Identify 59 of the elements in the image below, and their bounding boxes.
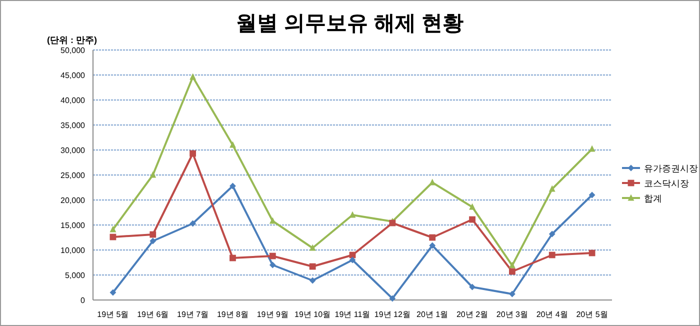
point — [190, 73, 196, 80]
y-tick-label: 50,000 — [60, 46, 86, 55]
point — [190, 150, 196, 157]
chart-title: 월별 의무보유 해제 현황 — [236, 12, 464, 35]
y-tick-label: 45,000 — [60, 71, 86, 80]
point — [309, 277, 316, 284]
x-tick-label: 19년 9월 — [256, 310, 288, 319]
point — [508, 262, 516, 268]
x-tick-label: 20년 2월 — [456, 310, 488, 319]
x-tick-label: 20년 4월 — [536, 310, 568, 319]
y-tick-label: 0 — [80, 296, 86, 305]
point — [469, 216, 476, 223]
x-tick-label: 19년 12월 — [374, 310, 410, 319]
x-tick-label: 19년 7월 — [177, 310, 209, 319]
point — [269, 252, 276, 260]
point — [150, 171, 156, 178]
point — [269, 262, 276, 268]
y-tick-label: 35,000 — [60, 121, 86, 130]
x-tick-label: 19년 11월 — [334, 310, 370, 319]
point — [349, 256, 356, 264]
point — [548, 230, 556, 238]
point — [389, 295, 396, 302]
x-tick-label: 19년 6월 — [137, 310, 169, 319]
point — [150, 231, 156, 238]
x-tick-label: 19년 8월 — [216, 310, 249, 319]
point — [269, 217, 276, 224]
point — [429, 242, 436, 249]
point — [309, 263, 316, 270]
point — [429, 178, 436, 186]
y-tick-label: 10,000 — [60, 246, 86, 255]
y-tick-label: 40,000 — [60, 96, 86, 105]
legend-label: 코스닥시장 — [644, 178, 689, 188]
point — [150, 238, 156, 244]
point — [110, 226, 116, 232]
point — [190, 220, 196, 227]
point — [110, 289, 116, 296]
point — [508, 290, 516, 298]
y-tick-label: 30,000 — [60, 146, 86, 155]
point — [230, 141, 236, 148]
point — [588, 145, 596, 152]
y-tick-label: 5,000 — [64, 271, 86, 280]
x-tick-label: 20년 1월 — [416, 310, 448, 319]
x-tick-label: 20년 3월 — [496, 310, 528, 319]
point — [588, 192, 596, 198]
x-tick-label: 19년 10월 — [294, 310, 331, 319]
point — [508, 268, 516, 275]
y-tick-label: 25,000 — [60, 171, 86, 180]
point — [548, 185, 556, 192]
legend-label: 유가증권시장 — [644, 164, 698, 174]
y-tick-label: 20,000 — [60, 196, 86, 205]
text: (단위 : 만주) — [47, 35, 97, 45]
x-tick-label: 19년 5월 — [97, 310, 129, 319]
point — [309, 244, 316, 251]
y-tick-label: 15,000 — [60, 221, 86, 230]
legend-label: 합계 — [644, 194, 662, 204]
x-tick-label: 20년 5월 — [576, 310, 608, 319]
point — [230, 254, 236, 262]
point — [548, 252, 556, 258]
point — [429, 234, 436, 241]
